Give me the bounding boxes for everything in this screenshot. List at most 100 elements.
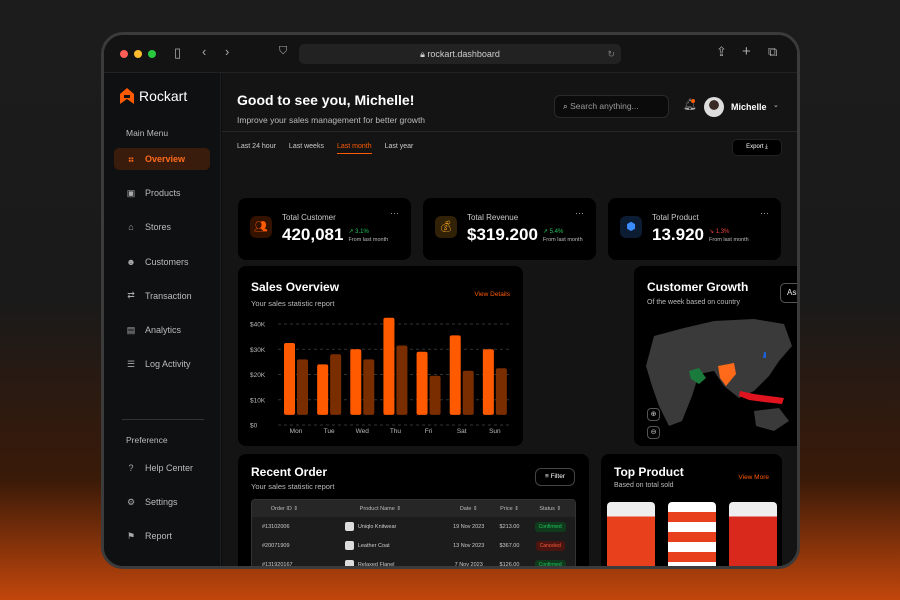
y-tick-label: $10K — [250, 397, 266, 404]
column-header[interactable]: Price ⇕ — [493, 500, 526, 517]
sort-icon: ⇕ — [472, 505, 478, 512]
time-range-tabs: Last 24 hour Last weeks Last month Last yea… — [237, 143, 413, 154]
arrow-up-icon: ↗ — [542, 228, 548, 235]
shield-icon[interactable]: ⛉ — [279, 45, 288, 57]
cell: $367.00 — [493, 536, 526, 555]
product-image-jacket[interactable] — [729, 502, 777, 566]
stat-value: $319.200 — [467, 225, 538, 244]
forward-icon[interactable]: › — [225, 44, 230, 59]
stat-change-block: ↗ 5.4% From last month — [543, 228, 583, 243]
search-input[interactable]: ⌕ Search anything... — [554, 95, 669, 118]
zoom-out-button[interactable]: ⊖ — [647, 426, 660, 439]
maximize-window-button[interactable] — [148, 50, 156, 58]
tab-last-weeks[interactable]: Last weeks — [288, 143, 324, 150]
view-details-link[interactable]: View Details — [474, 291, 510, 298]
main-menu-label: Main Menu — [126, 128, 169, 138]
sidebar-item-stores[interactable]: ⌂ Stores — [114, 216, 210, 238]
product-image-hoodie[interactable] — [607, 502, 655, 566]
product-image-striped-shirt[interactable] — [668, 502, 716, 566]
recent-order-card: Recent Order Your sales statistic report… — [238, 454, 589, 566]
sidebar-item-customers[interactable]: ☻ Customers — [114, 251, 210, 273]
filter-button[interactable]: ≡ Filter — [535, 468, 575, 486]
sidebar-item-help-center[interactable]: ? Help Center — [114, 457, 210, 479]
country-select[interactable]: Asian Country ▼ — [780, 283, 797, 303]
chevron-down-icon[interactable]: ⌄ — [773, 102, 779, 109]
sidebar-item-report[interactable]: ⚑ Report — [114, 525, 210, 547]
map-indonesia — [739, 391, 784, 404]
column-header[interactable]: Order ID ⇕ — [252, 500, 317, 517]
x-tick-label: Wed — [356, 428, 370, 435]
table-row[interactable]: #20071909 Leather Coat 13 Nov 2023 $367.00 C… — [252, 536, 575, 555]
column-header[interactable]: Product Name ⇕ — [316, 500, 444, 517]
stat-change-block: ↗ 3.1% From last month — [348, 228, 388, 243]
share-icon[interactable]: ⇪ — [716, 44, 727, 59]
column-header[interactable]: Date ⇕ — [443, 500, 494, 517]
x-tick-label: Sat — [457, 428, 467, 435]
sidebar-item-log-activity[interactable]: ☰ Log Activity — [114, 353, 210, 375]
sidebar-item-settings[interactable]: ⚙ Settings — [114, 491, 210, 513]
world-map — [646, 319, 792, 431]
sidebar-item-analytics[interactable]: ▤ Analytics — [114, 319, 210, 341]
table-row[interactable]: #131920167 Relaxed Flanel 7 Nov 2023 $126.0… — [252, 555, 575, 566]
preference-label: Preference — [126, 435, 168, 445]
users-icon: 👥︎ — [250, 216, 272, 238]
stat-value: 420,081 — [282, 225, 344, 244]
sidebar-item-products[interactable]: ▣ Products — [114, 182, 210, 204]
table-row[interactable]: #13102006 Uniqlo Knitwear 19 Nov 2023 $213.… — [252, 517, 575, 536]
bar-mon-series-2 — [297, 359, 308, 415]
column-label: Product Name — [359, 505, 395, 512]
stat-change: ↗ 5.4% — [543, 228, 583, 235]
divider — [122, 419, 204, 420]
address-bar[interactable]: 🔒︎ rockart.dashboard ↻ — [299, 44, 621, 64]
bar-tue-series-2 — [330, 354, 342, 415]
sort-icon: ⇕ — [514, 505, 519, 512]
tab-last-24-hour[interactable]: Last 24 hour — [237, 143, 276, 150]
bar-wed-series-1 — [350, 349, 362, 415]
more-icon[interactable]: ··· — [575, 208, 584, 218]
map-india — [718, 363, 736, 386]
tab-last-month[interactable]: Last month — [336, 143, 372, 154]
cell: #13102006 — [252, 517, 317, 536]
minimize-window-button[interactable] — [134, 50, 142, 58]
tabs-overview-icon[interactable]: ⧉ — [768, 44, 778, 59]
notification-bell-icon[interactable]: 🔔︎ — [683, 99, 697, 111]
sidebar-toggle-icon[interactable]: ▯ — [174, 45, 182, 60]
notification-dot — [691, 99, 695, 103]
sidebar-item-label: Log Activity — [145, 359, 191, 370]
more-icon[interactable]: ··· — [760, 208, 769, 218]
new-tab-icon[interactable]: + — [742, 43, 751, 60]
export-button[interactable]: Export ⤓ — [732, 139, 782, 156]
sidebar-item-transaction[interactable]: ⇄ Transaction — [114, 285, 210, 307]
bar-fri-series-1 — [416, 351, 428, 415]
bar-sun-series-1 — [482, 349, 494, 415]
stat-value: 13.920 — [652, 225, 704, 244]
sidebar-item-overview[interactable]: ⠶ Overview — [114, 148, 210, 170]
cell: 19 Nov 2023 — [443, 517, 494, 536]
filter-icon: ≡ — [544, 473, 551, 480]
arrow-down-icon: ↘ — [709, 228, 715, 235]
landmass-australia — [754, 408, 789, 431]
view-more-link[interactable]: View More — [738, 474, 769, 481]
stat-change-value: 1.3% — [715, 228, 730, 235]
stat-label: Total Revenue — [467, 213, 519, 222]
sidebar-item-label: Settings — [145, 497, 178, 508]
stat-card: 👥︎ Total Customer 420,081 ↗ 3.1% From la… — [238, 198, 411, 260]
product-thumbnail — [344, 522, 354, 531]
more-icon[interactable]: ··· — [390, 208, 399, 218]
divider — [222, 131, 797, 132]
stat-note: From last month — [348, 236, 389, 243]
stat-label: Total Product — [652, 213, 699, 222]
orders-title: Recent Order — [251, 465, 328, 479]
user-name[interactable]: Michelle — [731, 102, 767, 112]
brand-logo[interactable]: Rockart — [120, 88, 187, 104]
lock-icon: 🔒︎ — [420, 49, 428, 59]
back-icon[interactable]: ‹ — [202, 44, 207, 59]
close-window-button[interactable] — [120, 50, 128, 58]
gear-icon: ⚙ — [126, 496, 136, 507]
y-tick-label: $0 — [250, 423, 258, 430]
tab-last-year[interactable]: Last year — [384, 143, 414, 150]
column-header[interactable]: Status ⇕ — [525, 500, 575, 517]
reload-icon[interactable]: ↻ — [607, 49, 615, 59]
zoom-in-button[interactable]: ⊕ — [647, 408, 660, 421]
avatar[interactable] — [704, 97, 724, 117]
